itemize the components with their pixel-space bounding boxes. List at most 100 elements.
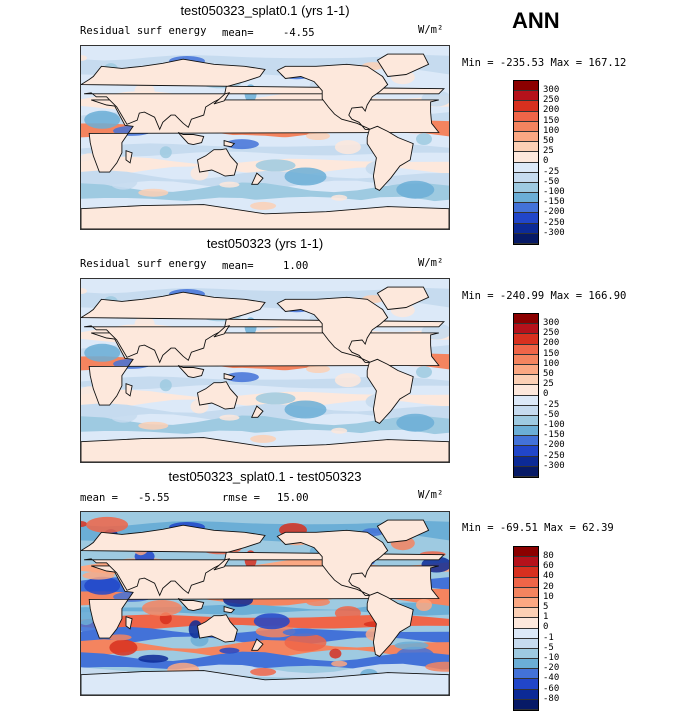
colorbar-tick-label: 200 [543,105,560,116]
contour-blob [416,133,432,145]
colorbar-tick-label: -25 [543,399,560,410]
panel3-colorbar: 80 60 40 20 10 5 1 0 -1 -5 -10 -20 -40 -60 -80 [513,546,559,711]
map-field [81,512,449,695]
contour-blob [253,613,290,630]
colorbar-swatches [513,80,539,245]
colorbar-swatch [514,415,538,427]
coastline [81,524,445,597]
coastline [81,670,449,695]
colorbar-swatch [514,81,538,92]
colorbar-swatch [514,608,538,619]
colorbar-swatch [514,466,538,477]
contour-blob [250,667,277,676]
contour-band [81,415,449,436]
contour-blob [86,516,129,533]
contour-blob [334,606,361,621]
map-field [81,46,449,229]
colorbar-swatch [514,547,538,558]
contour-blob [138,421,169,430]
colorbar-swatch [514,223,538,234]
contour-blob [250,434,277,443]
contour-blob [331,194,348,201]
panel3-title: test050323_splat0.1 - test050323 [168,469,362,484]
colorbar-tick-label: -300 [543,227,565,238]
coastline [376,286,430,310]
contour-blob [82,571,115,580]
contour-blob [394,641,429,650]
contour-blob [329,648,342,659]
contour-blob [331,660,348,667]
colorbar-swatch [514,111,538,122]
coastline [81,437,449,462]
panel2-title: test050323 (yrs 1-1) [206,236,324,251]
colorbar-tick-label: 80 [543,551,554,561]
colorbar-swatch [514,699,538,710]
colorbar-tick-label: 20 [543,581,554,592]
contour-blob [84,343,121,362]
colorbar-tick-label: -20 [543,663,560,674]
colorbar-tick-label: -150 [543,430,565,441]
contour-blob [282,628,321,637]
season-label: ANN [512,8,560,33]
colorbar-tick-label: -80 [543,693,560,704]
coastline [125,616,133,630]
contour-blob [219,414,240,421]
contour-blob [425,661,449,672]
contour-band [81,133,449,146]
coastline [125,383,133,397]
contour-blob [396,413,435,432]
colorbar-tick-label: -200 [543,207,565,218]
contour-blob [109,173,138,190]
colorbar-swatch [514,628,538,639]
colorbar-tick-label: 200 [543,338,560,349]
contour-blob [81,288,87,294]
colorbar-tick-label: -250 [543,450,565,461]
coastline [81,291,445,364]
colorbar-swatch [514,375,538,386]
colorbar-swatches [513,546,539,711]
colorbar-tick-label: 250 [543,328,560,339]
contour-blob [224,605,259,616]
contour-blob [219,647,240,654]
colorbar-tick-label: 100 [543,358,560,369]
contour-blob [84,110,121,129]
colorbar-swatch [514,597,538,609]
coastline [213,325,231,338]
colorbar-swatch [514,385,538,396]
colorbar-swatch [514,324,538,335]
contour-blob [224,139,259,150]
colorbar-tick-label: -1 [543,632,554,643]
colorbar-tick-label: -25 [543,166,560,177]
colorbar-tick-label: 40 [543,571,554,582]
colorbar-swatch [514,162,538,173]
contour-blob [250,201,277,210]
contour-blob [306,365,330,373]
panel3-minmax: Min = -69.51 Max = 62.39 [462,522,614,534]
colorbar-swatch [514,426,538,437]
contour-blob [224,372,259,383]
colorbar-swatch [514,121,538,132]
panel3-mean-label: mean = [80,492,118,504]
contour-blob [81,521,87,527]
colorbar-tick-label: 100 [543,125,560,136]
coastline [276,63,389,130]
colorbar-swatch [514,648,538,660]
coastline [196,148,238,177]
contour-blob [396,180,435,199]
colorbar-tick-label: -40 [543,673,560,684]
colorbar-swatch [514,567,538,578]
colorbar-tick-label: -200 [543,440,565,451]
coastline [81,58,445,131]
colorbar-swatch [514,203,538,214]
contour-band [81,170,449,190]
panel1-title: test050323_splat0.1 (yrs 1-1) [180,3,350,18]
contour-blob [142,600,182,616]
colorbar-swatch [514,456,538,467]
panel1-map [80,45,450,230]
colorbar-tick-label: -100 [543,187,565,197]
coastline [81,204,449,229]
colorbar-tick-label: 0 [543,156,549,167]
coastline [177,597,205,612]
panel3-rmse-label: rmse = [222,492,260,504]
colorbar-tick-label: 300 [543,318,560,328]
